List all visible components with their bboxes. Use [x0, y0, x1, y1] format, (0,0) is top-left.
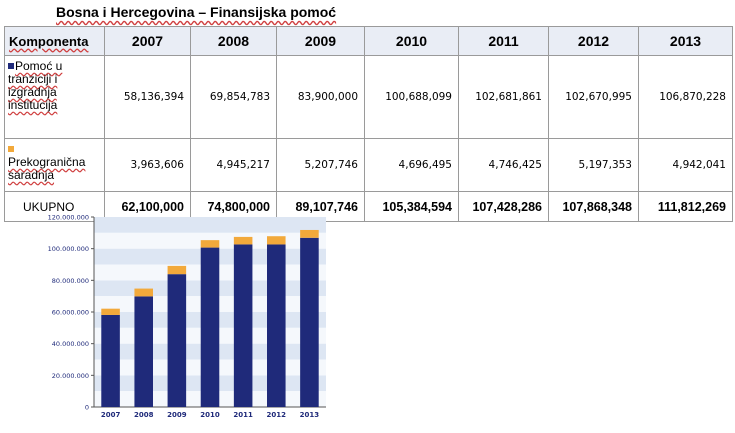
y-tick-label: 40.000.000: [52, 340, 89, 348]
bar-institution-building: [134, 296, 153, 407]
total-cell: 107,868,348: [548, 191, 639, 222]
y-tick-label: 60.000.000: [52, 309, 89, 317]
table-cell: 4,746,425: [458, 138, 549, 192]
y-tick-label: 0: [85, 404, 89, 412]
bar-institution-building: [300, 237, 319, 407]
bar-institution-building: [267, 244, 286, 407]
x-tick-label: 2007: [101, 411, 121, 419]
x-tick-label: 2009: [167, 411, 187, 419]
bar-institution-building: [167, 274, 187, 407]
bar-cross-border: [167, 265, 187, 275]
bar-institution-building: [200, 247, 220, 407]
x-tick-label: 2012: [267, 411, 287, 419]
y-tick-label: 80.000.000: [52, 277, 89, 285]
table-cell: 4,696,495: [364, 138, 459, 192]
financial-aid-table: Komponenta 2007 2008 2009 2010 2011 2012…: [4, 26, 733, 222]
y-tick-label: 100.000.000: [48, 245, 89, 253]
grid-band: [94, 217, 326, 233]
table-cell: 102,670,995: [548, 55, 639, 139]
bar-cross-border: [300, 229, 319, 238]
x-tick-label: 2013: [300, 411, 320, 419]
table-row: Pomoć u tranziciji i izgradnja instituci…: [4, 55, 733, 139]
x-tick-label: 2008: [134, 411, 154, 419]
table-cell: 5,197,353: [548, 138, 639, 192]
total-cell: 107,428,286: [458, 191, 549, 222]
bar-cross-border: [233, 236, 253, 245]
table-header-row: Komponenta 2007 2008 2009 2010 2011 2012…: [4, 26, 733, 56]
total-cell: 62,100,000: [104, 191, 191, 222]
page-title: Bosna i Hercegovina – Finansijska pomoć: [56, 4, 337, 20]
total-cell: 111,812,269: [638, 191, 733, 222]
table-cell: 4,945,217: [190, 138, 277, 192]
row-label: Prekogranična saradnja: [4, 138, 105, 192]
header-component: Komponenta: [4, 26, 105, 56]
bar-cross-border: [267, 236, 286, 245]
table-cell: 3,963,606: [104, 138, 191, 192]
table-cell: 5,207,746: [276, 138, 365, 192]
total-row: UKUPNO 62,100,000 74,800,000 89,107,746 …: [4, 191, 733, 222]
header-year: 2011: [458, 26, 549, 56]
row-label: Pomoć u tranziciji i izgradnja instituci…: [4, 55, 105, 139]
total-label: UKUPNO: [4, 191, 105, 222]
header-year: 2009: [276, 26, 365, 56]
table-cell: 69,854,783: [190, 55, 277, 139]
y-tick-label: 120.000.000: [48, 214, 89, 222]
header-year: 2008: [190, 26, 277, 56]
x-tick-label: 2010: [200, 411, 220, 419]
bar-cross-border: [134, 288, 153, 297]
bar-institution-building: [101, 314, 120, 407]
header-year: 2007: [104, 26, 191, 56]
bar-cross-border: [200, 240, 220, 248]
legend-swatch-navy: [8, 63, 14, 69]
table-row: Prekogranična saradnja 3,963,606 4,945,2…: [4, 138, 733, 192]
legend-swatch-orange: [8, 146, 14, 152]
header-year: 2013: [638, 26, 733, 56]
table-cell: 83,900,000: [276, 55, 365, 139]
x-tick-label: 2011: [233, 411, 253, 419]
table-cell: 58,136,394: [104, 55, 191, 139]
total-cell: 89,107,746: [276, 191, 365, 222]
table-cell: 100,688,099: [364, 55, 459, 139]
bar-institution-building: [233, 244, 253, 407]
table-cell: 102,681,861: [458, 55, 549, 139]
table-cell: 4,942,041: [638, 138, 733, 192]
y-tick-label: 20.000.000: [52, 372, 89, 380]
header-year: 2012: [548, 26, 639, 56]
bar-cross-border: [101, 308, 120, 315]
stacked-bar-chart: 0 20.000.000 40.000.000 60.000.000 80.000.00…: [48, 214, 326, 419]
header-year: 2010: [364, 26, 459, 56]
total-cell: 105,384,594: [364, 191, 459, 222]
table-cell: 106,870,228: [638, 55, 733, 139]
